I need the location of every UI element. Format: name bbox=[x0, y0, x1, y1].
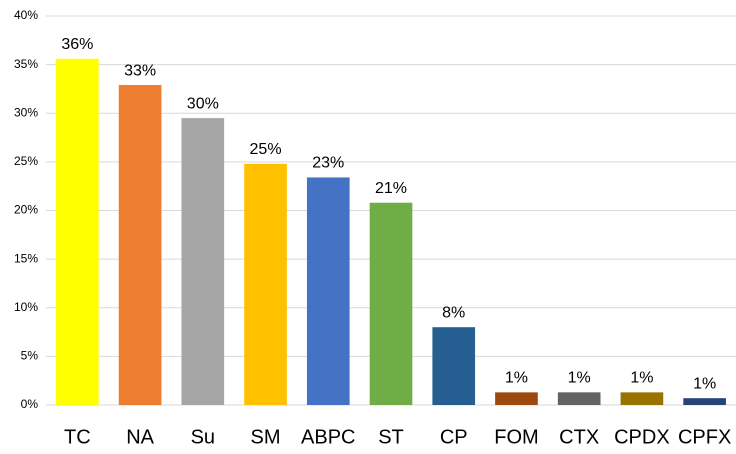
y-tick-label: 30% bbox=[14, 105, 38, 119]
x-tick-label: TC bbox=[64, 426, 91, 448]
x-tick-label: CTX bbox=[559, 426, 599, 448]
value-label: 1% bbox=[693, 375, 716, 392]
bar bbox=[181, 118, 225, 406]
bar bbox=[432, 327, 476, 405]
y-tick-label: 40% bbox=[14, 8, 38, 22]
bar bbox=[369, 202, 413, 405]
y-tick-label: 0% bbox=[21, 397, 39, 411]
x-tick-label: CPFX bbox=[678, 426, 731, 448]
y-tick-label: 25% bbox=[14, 154, 38, 168]
value-label: 25% bbox=[250, 141, 282, 158]
x-tick-label: ST bbox=[378, 426, 404, 448]
value-label: 1% bbox=[568, 370, 591, 387]
value-label: 23% bbox=[312, 155, 344, 172]
bar bbox=[118, 85, 162, 406]
bar bbox=[557, 392, 601, 405]
value-label: 21% bbox=[375, 180, 407, 197]
value-label: 36% bbox=[61, 36, 93, 53]
x-tick-label: SM bbox=[251, 426, 281, 448]
y-tick-label: 35% bbox=[14, 57, 38, 71]
bar bbox=[306, 177, 350, 405]
bar bbox=[620, 392, 664, 405]
bar bbox=[495, 392, 538, 405]
x-tick-label: CP bbox=[440, 426, 468, 448]
bar bbox=[683, 398, 726, 405]
y-tick-label: 20% bbox=[14, 203, 38, 217]
value-label: 30% bbox=[187, 95, 219, 112]
value-label: 1% bbox=[630, 370, 653, 387]
y-tick-label: 10% bbox=[14, 300, 38, 314]
y-tick-label: 5% bbox=[21, 349, 39, 363]
x-tick-label: FOM bbox=[494, 426, 538, 448]
x-tick-label: Su bbox=[191, 426, 215, 448]
y-tick-label: 15% bbox=[14, 251, 38, 265]
bar bbox=[56, 58, 99, 405]
value-label: 1% bbox=[505, 370, 528, 387]
x-tick-label: ABPC bbox=[301, 426, 355, 448]
x-tick-label: CPDX bbox=[614, 426, 670, 448]
value-label: 8% bbox=[442, 304, 465, 321]
bar bbox=[244, 163, 287, 405]
x-tick-label: NA bbox=[126, 426, 154, 448]
value-label: 33% bbox=[124, 62, 156, 79]
